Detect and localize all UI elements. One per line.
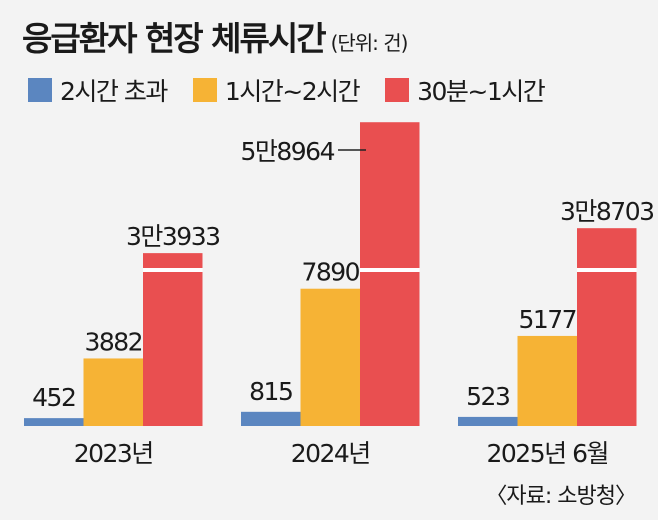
bar bbox=[83, 358, 143, 426]
source-note: 〈자료: 소방청〉 bbox=[485, 484, 637, 509]
data-label: 5177 bbox=[518, 305, 576, 334]
legend-swatch-yellow bbox=[192, 78, 217, 102]
bar bbox=[577, 228, 637, 426]
data-label: 3882 bbox=[84, 327, 142, 356]
legend-swatch-red bbox=[385, 78, 410, 102]
x-tick-label: 2025년 6월 bbox=[487, 439, 608, 468]
data-label: 3만3933 bbox=[126, 222, 220, 251]
axis-break-mark bbox=[360, 268, 420, 272]
x-tick-label: 2023년 bbox=[74, 439, 153, 468]
data-label: 815 bbox=[249, 377, 292, 406]
bar bbox=[517, 335, 577, 426]
data-label: 7890 bbox=[301, 258, 359, 287]
x-tick-label: 2024년 bbox=[291, 439, 370, 468]
data-label: 3만8703 bbox=[560, 197, 654, 226]
legend-item: 2시간 초과 bbox=[28, 72, 168, 108]
axis-break-mark bbox=[143, 268, 203, 272]
legend-item: 1시간~2시간 bbox=[192, 72, 361, 108]
data-label: 5만8964 bbox=[240, 137, 334, 166]
data-label: 523 bbox=[466, 382, 509, 411]
bar bbox=[300, 288, 360, 426]
bar bbox=[360, 122, 420, 427]
legend-swatch-blue bbox=[28, 78, 52, 102]
axis-break-mark bbox=[577, 268, 637, 272]
data-label: 452 bbox=[32, 383, 75, 412]
bar bbox=[458, 416, 518, 426]
chart-title: 응급환자 현장 체류시간 (단위: 건) bbox=[22, 12, 409, 60]
bar bbox=[24, 418, 84, 426]
unit-label: (단위: 건) bbox=[330, 31, 409, 55]
legend: 2시간 초과 1시간~2시간 30분~1시간 bbox=[28, 72, 546, 108]
bar bbox=[241, 411, 301, 426]
title-text: 응급환자 현장 체류시간 bbox=[22, 19, 327, 58]
legend-item: 30분~1시간 bbox=[385, 72, 546, 108]
legend-label: 2시간 초과 bbox=[60, 77, 168, 106]
legend-label: 30분~1시간 bbox=[417, 77, 546, 106]
bar bbox=[143, 253, 203, 426]
legend-label: 1시간~2시간 bbox=[224, 77, 361, 106]
